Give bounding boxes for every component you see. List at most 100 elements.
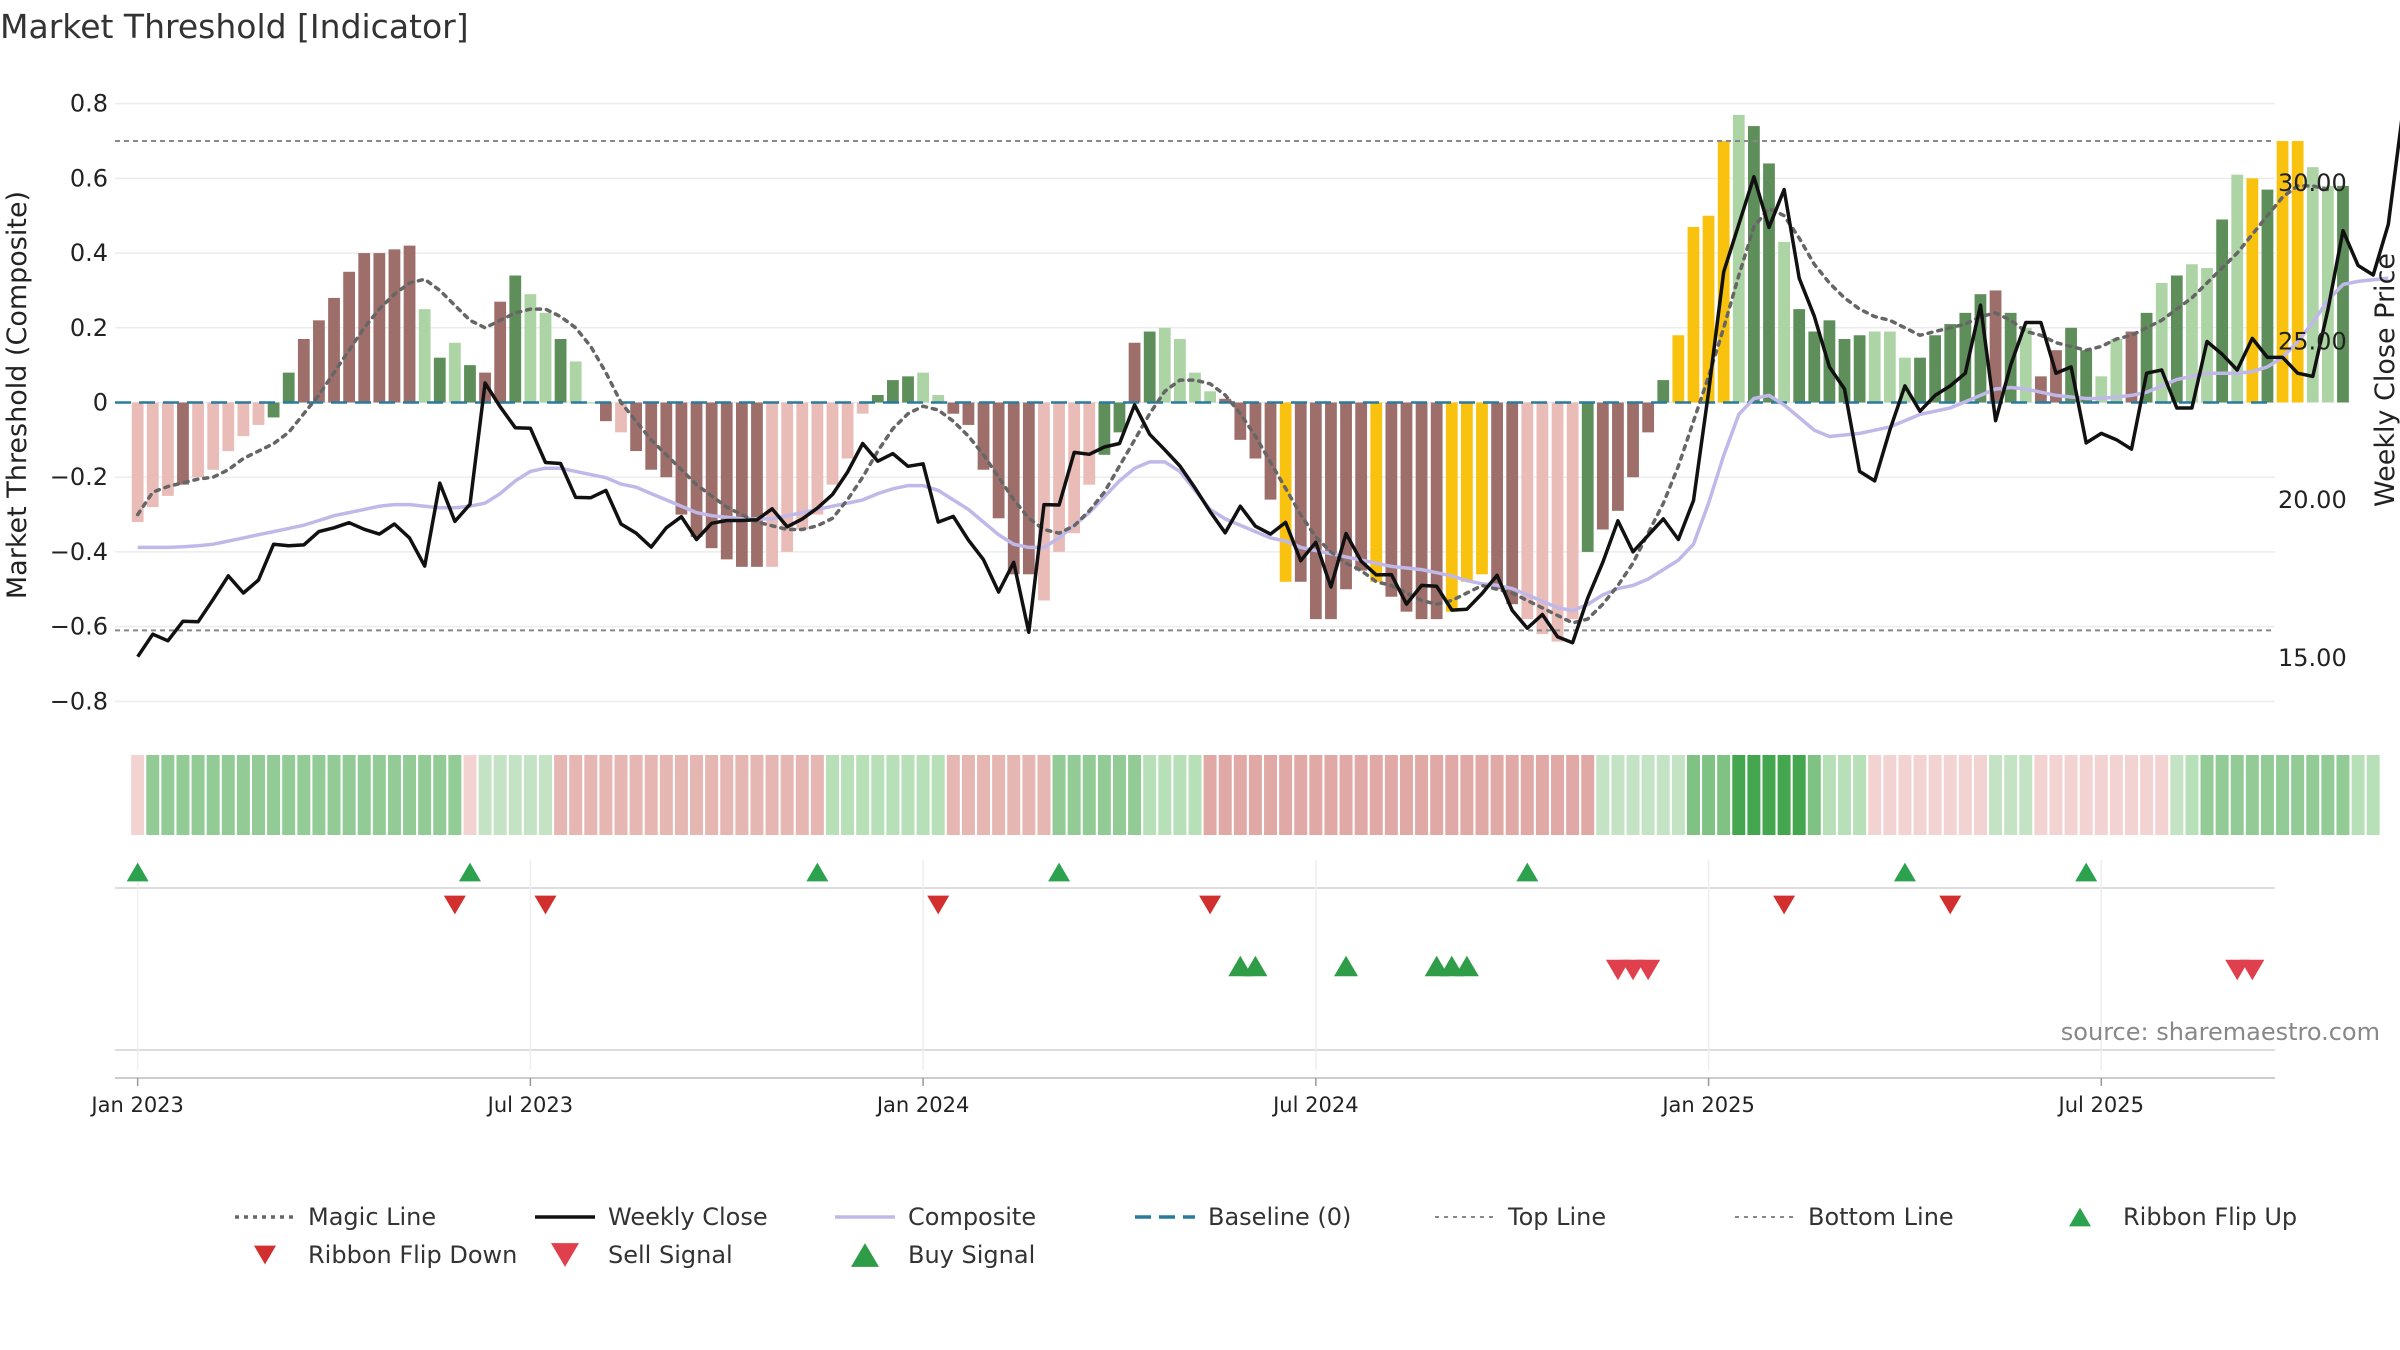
- composite-bar: [2125, 331, 2138, 403]
- y2-axis-title: Weekly Close Price: [2370, 253, 2400, 507]
- composite-bar: [1476, 402, 1488, 575]
- ribbon-flip-up-marker: [458, 862, 481, 882]
- ribbon-flip-down-marker: [1199, 895, 1222, 915]
- composite-bar: [2216, 219, 2229, 403]
- composite-bar: [1506, 402, 1519, 605]
- ribbon-cell: [916, 755, 930, 835]
- composite-bar: [1219, 398, 1232, 403]
- composite-bar: [1294, 402, 1307, 582]
- y-axis-ticks: 0.8 0.6 0.4 0.2 0 −0.2 −0.4 −0.6 −0.8: [50, 90, 108, 716]
- ribbon-cell: [2170, 755, 2184, 835]
- composite-bar: [448, 342, 461, 403]
- ribbon-cell: [735, 755, 749, 835]
- buy-signal-marker: [1243, 955, 1268, 977]
- ribbon-cell: [2004, 755, 2018, 835]
- ribbon-cell: [1399, 755, 1413, 835]
- composite-bar: [1581, 402, 1594, 552]
- ribbon-cell: [2064, 755, 2078, 835]
- ribbon-cell: [1490, 755, 1504, 835]
- ribbon-cell: [146, 755, 160, 835]
- ribbon-cell: [780, 755, 794, 835]
- composite-bar: [1612, 402, 1624, 511]
- ribbon-cell: [1445, 755, 1459, 835]
- sell-signal-marker: [2225, 959, 2250, 981]
- ribbon-cell: [1656, 755, 1670, 835]
- ribbon-cell: [1868, 755, 1882, 835]
- ribbon-cell: [765, 755, 779, 835]
- ribbon-cell: [131, 755, 145, 835]
- composite-bar: [358, 253, 371, 403]
- legend-label: Composite: [908, 1203, 1036, 1231]
- composite-bar: [403, 245, 416, 403]
- x-tick-label: Jul 2024: [1271, 1093, 1358, 1117]
- composite-bar: [1249, 402, 1262, 459]
- composite-bar: [161, 402, 174, 496]
- ribbon-cell: [1294, 755, 1308, 835]
- composite-bar: [131, 402, 144, 523]
- ribbon-cell: [1671, 755, 1685, 835]
- ribbon-cell: [1430, 755, 1444, 835]
- ribbon-cell: [584, 755, 598, 835]
- y2-tick-label: 20.00: [2278, 486, 2347, 514]
- ribbon-cell: [690, 755, 704, 835]
- ribbon-cell: [1218, 755, 1232, 835]
- ribbon-cell: [342, 755, 356, 835]
- ribbon-cell: [2351, 755, 2365, 835]
- ribbon-cell: [2276, 755, 2290, 835]
- ribbon-cell: [1838, 755, 1852, 835]
- ribbon-cell: [267, 755, 281, 835]
- y-tick-label: 0.6: [70, 164, 108, 192]
- composite-bar: [735, 402, 748, 567]
- composite-bar: [2306, 167, 2319, 403]
- ribbon-cell: [236, 755, 250, 835]
- weekly-close-line: [136, 119, 2400, 658]
- legend-label: Buy Signal: [908, 1241, 1035, 1269]
- ribbon-cell: [720, 755, 734, 835]
- ribbon-flip-up-marker: [2075, 862, 2098, 882]
- composite-bar: [962, 402, 975, 425]
- composite-bar: [675, 402, 688, 515]
- legend-triangle-down-icon: [254, 1245, 276, 1265]
- x-tick-label: Jan 2024: [875, 1093, 970, 1117]
- ribbon-cell: [1007, 755, 1021, 835]
- composite-bar: [1551, 402, 1564, 642]
- ribbon-cell: [1883, 755, 1897, 835]
- composite-bar: [207, 402, 220, 470]
- composite-bar: [1974, 294, 1987, 403]
- composite-bar: [1385, 402, 1398, 597]
- ribbon-cell: [2200, 755, 2214, 835]
- ribbon-cell: [2079, 755, 2093, 835]
- x-axis-ticks: Jan 2023 Jul 2023 Jan 2024 Jul 2024 Jan 2025…: [89, 1077, 2275, 1117]
- buy-signal-marker: [1439, 955, 1464, 977]
- ribbon-cell: [1203, 755, 1217, 835]
- ribbon-cell: [901, 755, 915, 835]
- composite-bar: [1264, 402, 1277, 500]
- ribbon-cell: [2125, 755, 2138, 835]
- ribbon-flip-down-marker: [927, 895, 950, 915]
- ribbon-cell: [992, 755, 1006, 835]
- ribbon-cell: [1596, 755, 1610, 835]
- ribbon-cell: [1611, 755, 1625, 835]
- composite-bar: [1083, 402, 1096, 485]
- ribbon-cell: [1324, 755, 1338, 835]
- ribbon-cell: [569, 755, 583, 835]
- ribbon-cell: [1928, 755, 1942, 835]
- legend-label: Top Line: [1507, 1203, 1606, 1231]
- legend-triangle-up-icon: [851, 1243, 879, 1267]
- composite-bar: [524, 294, 537, 403]
- composite-bar: [1687, 226, 1700, 403]
- ribbon-cell: [191, 755, 205, 835]
- composite-bar: [1929, 335, 1942, 403]
- ribbon-cell: [297, 755, 311, 835]
- ribbon-cell: [327, 755, 341, 835]
- ribbon-cell: [1792, 755, 1806, 835]
- x-tick-label: Jul 2023: [486, 1093, 573, 1117]
- ribbon-cell: [1777, 755, 1791, 835]
- ribbon-cell: [841, 755, 855, 835]
- ribbon-cell: [1264, 755, 1278, 835]
- y-tick-label: −0.6: [50, 613, 108, 641]
- composite-bar: [1491, 402, 1503, 590]
- ribbon-cell: [252, 755, 265, 835]
- ribbon-flip-up-marker: [1516, 862, 1539, 882]
